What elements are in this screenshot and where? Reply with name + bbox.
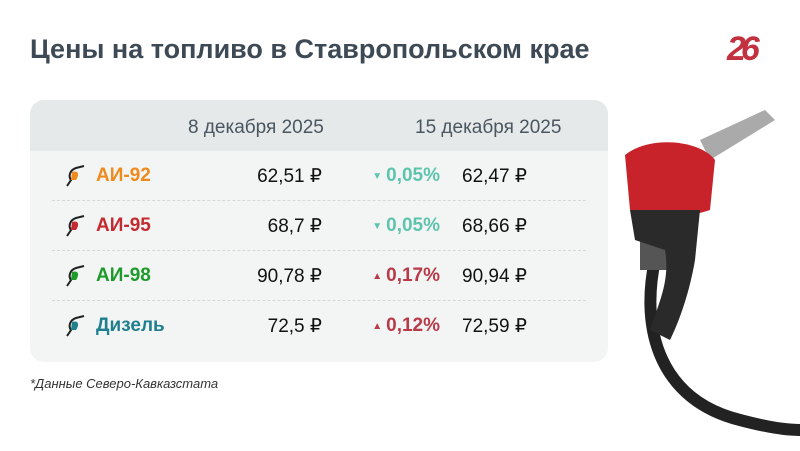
price-change: ▼ 0,05% bbox=[372, 215, 440, 236]
price-new: 90,94 ₽ bbox=[462, 266, 527, 287]
price-old: 90,78 ₽ bbox=[257, 266, 322, 287]
price-change: ▲ 0,17% bbox=[372, 265, 440, 286]
price-table: 8 декабря 2025 15 декабря 2025 АИ-92 62,… bbox=[30, 100, 608, 362]
triangle-up-icon: ▲ bbox=[372, 271, 383, 282]
table-row: Дизель 72,5 ₽ ▲ 0,12% 72,59 ₽ bbox=[52, 301, 586, 351]
fuel-nozzle-icon bbox=[66, 265, 85, 287]
price-old: 62,51 ₽ bbox=[257, 166, 322, 187]
column-date-1: 8 декабря 2025 bbox=[188, 117, 324, 138]
price-change: ▲ 0,12% bbox=[372, 315, 440, 336]
price-old: 68,7 ₽ bbox=[267, 216, 322, 237]
fuel-nozzle-illustration bbox=[625, 110, 800, 436]
column-date-2: 15 декабря 2025 bbox=[415, 117, 562, 138]
fuel-type: Дизель bbox=[96, 315, 165, 336]
price-change: ▼ 0,05% bbox=[372, 165, 440, 186]
fuel-type: АИ-98 bbox=[96, 265, 151, 286]
source-note: *Данные Северо-Кавказстата bbox=[30, 376, 219, 391]
logo: 26 bbox=[727, 30, 760, 68]
price-new: 72,59 ₽ bbox=[462, 316, 527, 337]
fuel-type: АИ-92 bbox=[96, 165, 151, 186]
triangle-up-icon: ▲ bbox=[372, 321, 383, 332]
table-row: АИ-92 62,51 ₽ ▼ 0,05% 62,47 ₽ bbox=[52, 151, 586, 201]
triangle-down-icon: ▼ bbox=[372, 171, 383, 182]
table-header: 8 декабря 2025 15 декабря 2025 bbox=[30, 100, 608, 151]
page-title: Цены на топливо в Ставропольском крае bbox=[30, 34, 590, 64]
price-new: 62,47 ₽ bbox=[462, 166, 527, 187]
table-row: АИ-98 90,78 ₽ ▲ 0,17% 90,94 ₽ bbox=[52, 251, 586, 301]
triangle-down-icon: ▼ bbox=[372, 221, 383, 232]
table-row: АИ-95 68,7 ₽ ▼ 0,05% 68,66 ₽ bbox=[52, 201, 586, 251]
fuel-type: АИ-95 bbox=[96, 215, 151, 236]
fuel-nozzle-icon bbox=[66, 215, 85, 237]
price-old: 72,5 ₽ bbox=[267, 316, 322, 337]
fuel-nozzle-icon bbox=[66, 165, 85, 187]
price-new: 68,66 ₽ bbox=[462, 216, 527, 237]
fuel-nozzle-icon bbox=[66, 315, 85, 337]
